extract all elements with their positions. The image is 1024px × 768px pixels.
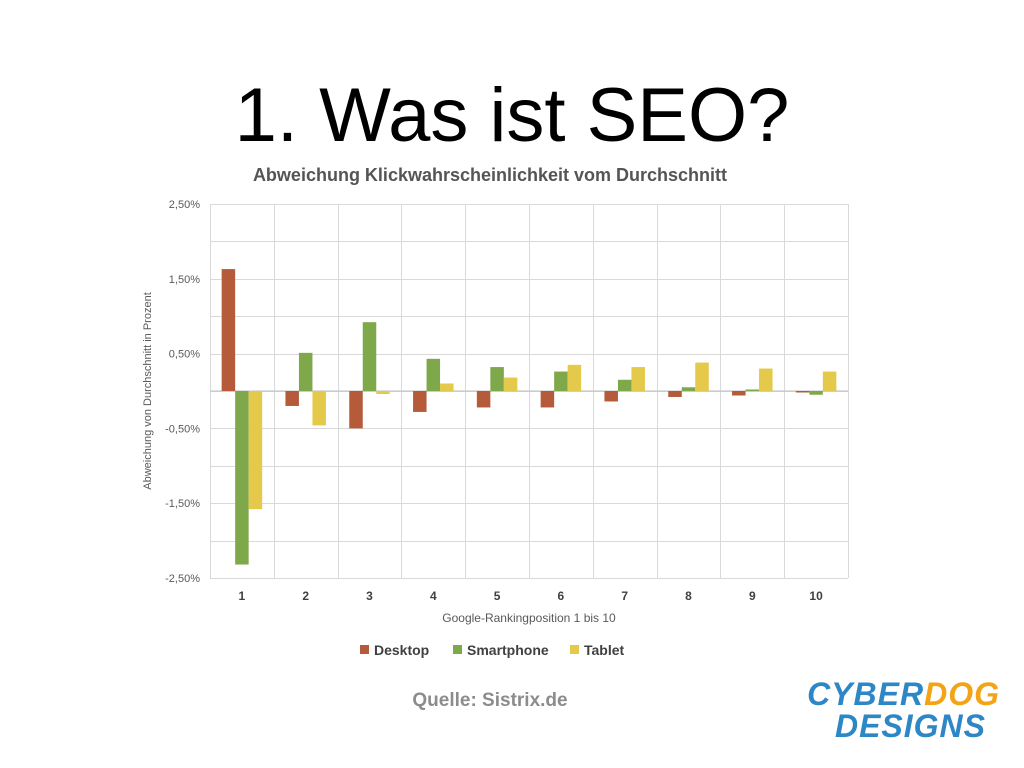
x-tick-label: 10	[809, 589, 823, 603]
y-axis-label: Abweichung von Durchschnitt in Prozent	[142, 292, 154, 490]
slide-title: 1. Was ist SEO?	[234, 73, 790, 158]
bar-smartphone-6	[554, 371, 568, 391]
x-tick-label: 2	[302, 589, 309, 603]
bar-smartphone-10	[809, 391, 823, 395]
bar-desktop-6	[540, 391, 555, 408]
bar-tablet-8	[695, 362, 709, 391]
y-tick-label: -1,50%	[165, 498, 200, 510]
logo-line-top: CYBERDOG	[790, 678, 1000, 710]
legend-label-smartphone: Smartphone	[467, 642, 549, 658]
x-tick-label: 6	[558, 589, 565, 603]
y-tick-label: 2,50%	[169, 199, 200, 211]
x-tick-label: 9	[749, 589, 756, 603]
logo-text-dog: DOG	[924, 676, 1000, 712]
legend-swatch-desktop	[360, 645, 369, 654]
bar-tablet-6	[567, 364, 582, 391]
x-axis-label: Google-Rankingposition 1 bis 10	[442, 611, 616, 625]
bar-desktop-5	[476, 391, 491, 408]
bar-tablet-7	[631, 367, 645, 391]
chart-title: Abweichung Klickwahrscheinlichkeit vom D…	[252, 165, 728, 185]
bar-desktop-4	[413, 391, 427, 412]
bar-tablet-2	[312, 391, 326, 426]
legend-label-desktop: Desktop	[374, 642, 429, 658]
bar-smartphone-2	[298, 352, 313, 391]
bar-smartphone-7	[617, 379, 632, 391]
bar-smartphone-4	[426, 358, 441, 391]
y-tick-label: -0,50%	[165, 423, 200, 435]
legend-label-tablet: Tablet	[584, 642, 625, 658]
bar-desktop-2	[285, 391, 299, 406]
cyberdog-designs-logo: CYBERDOG DESIGNS	[796, 676, 1006, 746]
y-tick-label: 1,50%	[169, 274, 200, 286]
y-tick-label: 0,50%	[169, 349, 200, 361]
bar-smartphone-1	[235, 391, 249, 565]
bar-tablet-3	[376, 391, 390, 394]
x-tick-label: 1	[239, 589, 246, 603]
bar-tablet-9	[759, 368, 773, 391]
x-tick-label: 7	[621, 589, 628, 603]
legend-swatch-tablet	[570, 645, 579, 654]
bar-desktop-8	[668, 391, 682, 397]
logo-line-bottom: DESIGNS	[834, 708, 986, 744]
source-credit: Quelle: Sistrix.de	[412, 690, 568, 711]
bar-smartphone-3	[362, 322, 377, 391]
bar-tablet-4	[440, 383, 454, 391]
legend-swatch-smartphone	[453, 645, 462, 654]
bar-smartphone-9	[745, 389, 760, 391]
y-tick-label: -2,50%	[165, 573, 200, 585]
x-tick-label: 3	[366, 589, 373, 603]
bar-smartphone-5	[490, 367, 504, 391]
x-tick-label: 5	[494, 589, 501, 603]
x-tick-label: 8	[685, 589, 692, 603]
bar-desktop-7	[604, 391, 618, 402]
bar-desktop-10	[795, 391, 810, 393]
bar-desktop-9	[732, 391, 746, 396]
bar-tablet-5	[503, 377, 518, 391]
logo-text-cyber: CYBER	[807, 676, 925, 712]
bar-smartphone-8	[681, 387, 696, 391]
bar-tablet-10	[822, 371, 837, 391]
bar-tablet-1	[248, 391, 263, 510]
bar-desktop-3	[349, 391, 363, 429]
x-tick-label: 4	[430, 589, 437, 603]
bar-desktop-1	[221, 269, 236, 391]
